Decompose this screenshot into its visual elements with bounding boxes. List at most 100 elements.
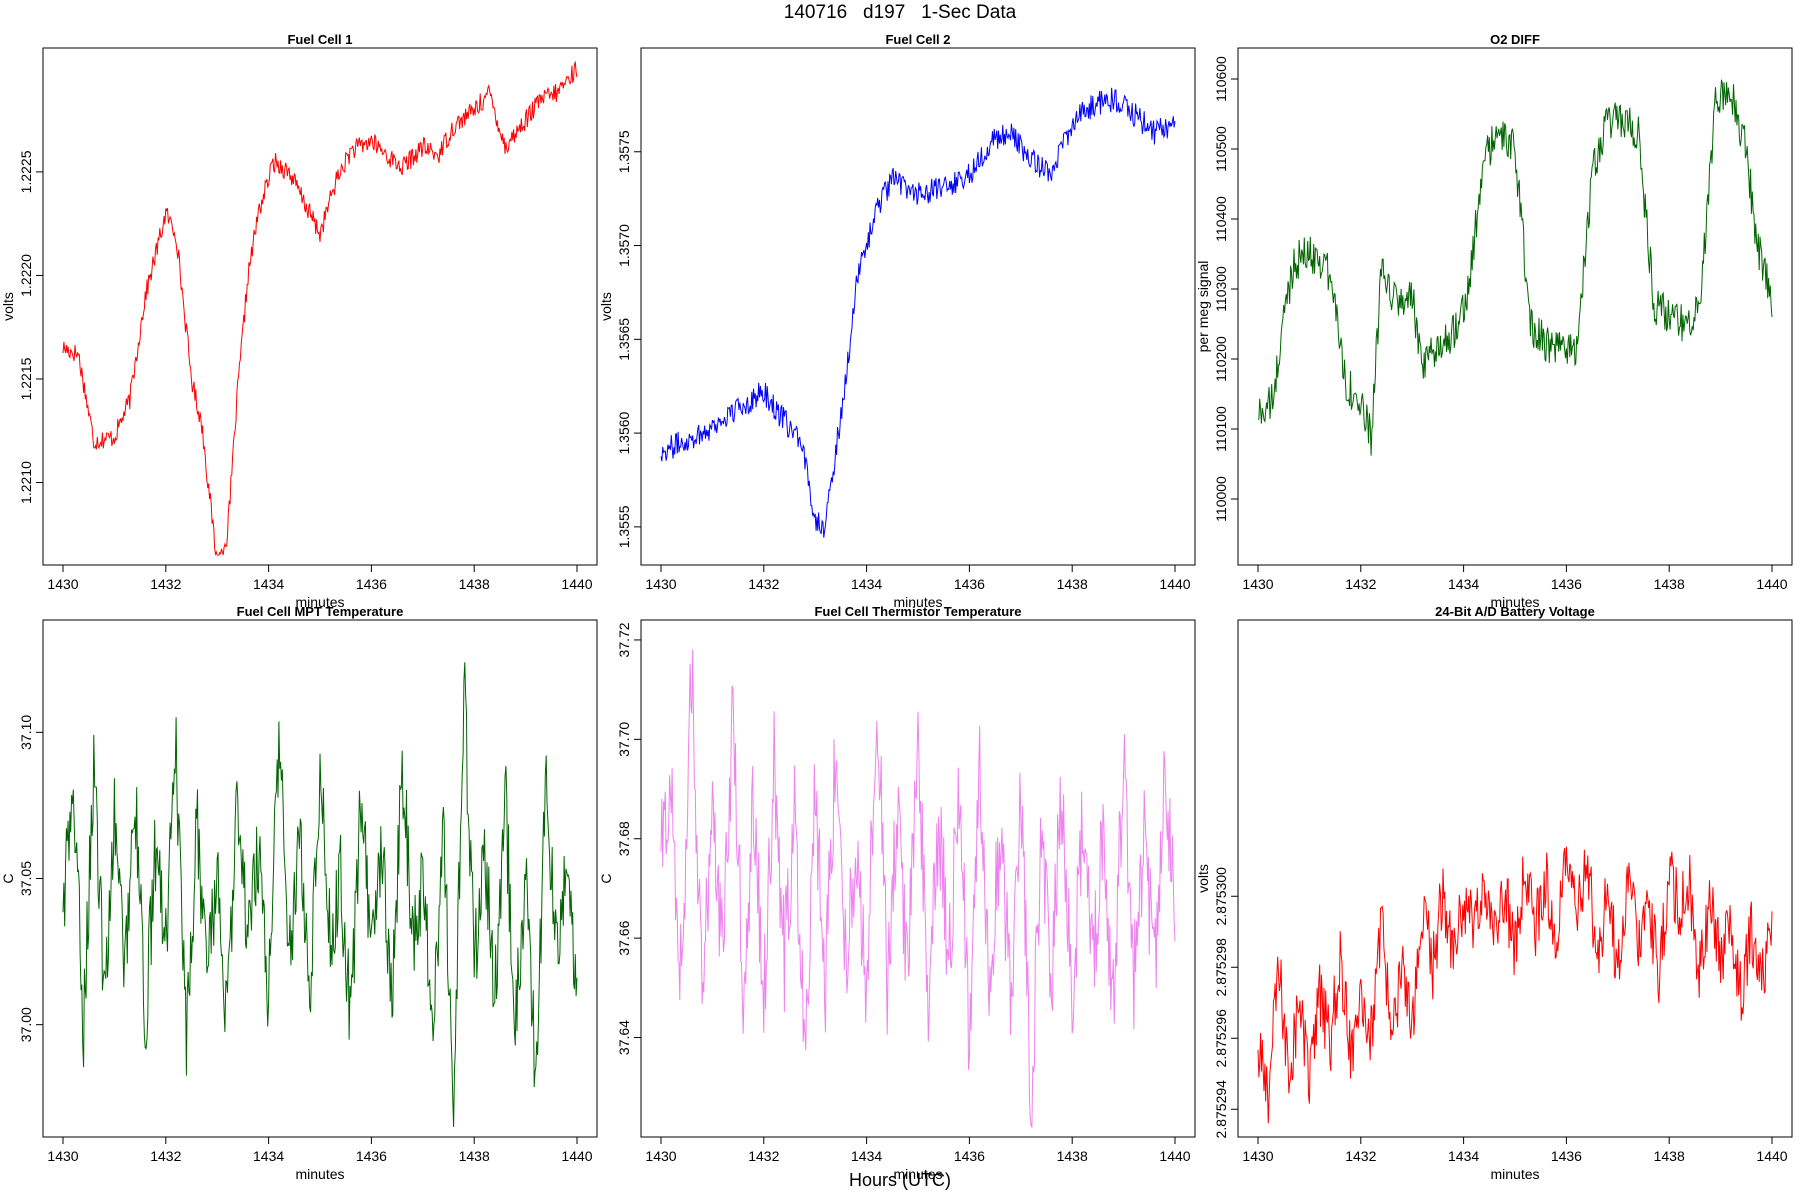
y-tick-label: 110600 xyxy=(1213,56,1229,102)
panel-title: Fuel Cell Thermistor Temperature xyxy=(814,604,1021,619)
y-tick-label: 2.875298 xyxy=(1213,938,1229,997)
x-tick-label: 1432 xyxy=(748,1148,779,1164)
panel-title: 24-Bit A/D Battery Voltage xyxy=(1435,604,1595,619)
x-tick-label: 1440 xyxy=(561,576,592,592)
x-tick-label: 1436 xyxy=(954,1148,985,1164)
y-axis-label: volts xyxy=(1195,864,1211,893)
chart-panel-4: Fuel Cell MPT Temperature 1430 1432 1434 143… xyxy=(0,604,598,1182)
x-axis-label: minutes xyxy=(1490,594,1539,610)
x-tick-label: 1440 xyxy=(561,1148,592,1164)
x-tick-label: 1438 xyxy=(1654,576,1685,592)
y-tick-label: 1.3570 xyxy=(616,224,632,267)
series-line xyxy=(1257,79,1773,456)
y-tick-label: 1.2225 xyxy=(18,150,34,193)
x-axis-label: minutes xyxy=(295,594,344,610)
x-tick-label: 1430 xyxy=(1242,1148,1273,1164)
x-tick-label: 1440 xyxy=(1159,1148,1190,1164)
x-tick-label: 1434 xyxy=(253,576,284,592)
y-tick-label: 2.875296 xyxy=(1213,1009,1229,1068)
plot-frame xyxy=(1237,47,1793,566)
x-tick-label: 1436 xyxy=(954,576,985,592)
outer-x-axis-label: Hours (UTC) xyxy=(849,1170,951,1190)
series-line xyxy=(62,662,578,1128)
y-tick-label: 37.66 xyxy=(616,920,632,955)
x-tick-label: 1434 xyxy=(1448,1148,1479,1164)
y-tick-label: 110100 xyxy=(1213,406,1229,452)
x-tick-label: 1430 xyxy=(645,576,676,592)
x-tick-label: 1440 xyxy=(1756,576,1787,592)
chart-panel-2: Fuel Cell 2 1430 1432 1434 1436 1438 1440 minut… xyxy=(598,32,1196,610)
x-tick-label: 1438 xyxy=(1057,576,1088,592)
x-tick-label: 1438 xyxy=(459,576,490,592)
x-tick-label: 1434 xyxy=(851,1148,882,1164)
y-tick-label: 1.3560 xyxy=(616,411,632,454)
x-tick-label: 1438 xyxy=(1654,1148,1685,1164)
x-tick-label: 1430 xyxy=(1242,576,1273,592)
y-tick-label: 37.00 xyxy=(18,1007,34,1042)
panel-title: O2 DIFF xyxy=(1490,32,1540,47)
chart-panel-5: Fuel Cell Thermistor Temperature 1430 1432… xyxy=(598,604,1196,1182)
y-tick-label: 1.3565 xyxy=(616,318,632,361)
x-axis-label: minutes xyxy=(295,1166,344,1182)
x-tick-label: 1436 xyxy=(356,576,387,592)
plot-frame xyxy=(640,47,1196,566)
x-tick-label: 1430 xyxy=(645,1148,676,1164)
y-tick-label: 37.10 xyxy=(18,715,34,750)
y-tick-label: 37.05 xyxy=(18,861,34,896)
x-axis-label: minutes xyxy=(893,594,942,610)
y-axis-label: volts xyxy=(598,292,614,321)
y-tick-label: 1.3575 xyxy=(616,130,632,173)
y-tick-label: 37.70 xyxy=(616,722,632,757)
y-tick-label: 1.2215 xyxy=(18,357,34,400)
x-tick-label: 1436 xyxy=(1551,576,1582,592)
series-line xyxy=(660,87,1176,538)
x-tick-label: 1432 xyxy=(748,576,779,592)
x-tick-label: 1430 xyxy=(47,576,78,592)
panel-title: Fuel Cell 1 xyxy=(287,32,352,47)
x-tick-label: 1440 xyxy=(1756,1148,1787,1164)
x-tick-label: 1434 xyxy=(1448,576,1479,592)
x-tick-label: 1434 xyxy=(253,1148,284,1164)
y-axis-label: volts xyxy=(0,292,16,321)
x-tick-label: 1430 xyxy=(47,1148,78,1164)
plot-frame xyxy=(1237,619,1793,1138)
x-tick-label: 1436 xyxy=(1551,1148,1582,1164)
chart-panel-3: O2 DIFF 1430 1432 1434 1436 1438 1440 minutes 11… xyxy=(1195,32,1793,610)
x-tick-label: 1438 xyxy=(459,1148,490,1164)
panel-title: Fuel Cell 2 xyxy=(885,32,950,47)
y-tick-label: 37.64 xyxy=(616,1020,632,1055)
x-tick-label: 1440 xyxy=(1159,576,1190,592)
x-tick-label: 1438 xyxy=(1057,1148,1088,1164)
plot-frame xyxy=(42,47,598,566)
x-axis-label: minutes xyxy=(1490,1166,1539,1182)
x-tick-label: 1434 xyxy=(851,576,882,592)
y-tick-label: 37.72 xyxy=(616,622,632,657)
x-tick-label: 1432 xyxy=(1345,1148,1376,1164)
y-tick-label: 37.68 xyxy=(616,821,632,856)
y-tick-label: 110500 xyxy=(1213,126,1229,172)
plot-frame xyxy=(42,619,598,1138)
y-tick-label: 2.875294 xyxy=(1213,1080,1229,1139)
x-tick-label: 1432 xyxy=(150,576,181,592)
chart-panel-6: 24-Bit A/D Battery Voltage 1430 1432 1434 14… xyxy=(1195,604,1793,1182)
series-line xyxy=(660,649,1176,1129)
y-tick-label: 110200 xyxy=(1213,336,1229,382)
chart-panel-1: Fuel Cell 1 1430 1432 1434 1436 1438 1440 minut… xyxy=(0,32,598,610)
y-tick-label: 110000 xyxy=(1213,476,1229,522)
y-axis-label: per meg signal xyxy=(1195,261,1211,353)
y-tick-label: 1.3555 xyxy=(616,505,632,548)
page-title: 140716 d197 1-Sec Data xyxy=(783,2,1017,23)
y-tick-label: 1.2210 xyxy=(18,461,34,504)
x-tick-label: 1432 xyxy=(150,1148,181,1164)
x-tick-label: 1436 xyxy=(356,1148,387,1164)
series-line xyxy=(1257,846,1773,1124)
x-axis-label: minutes xyxy=(893,1166,942,1182)
y-tick-label: 110400 xyxy=(1213,196,1229,242)
series-line xyxy=(62,60,578,556)
panel-title: Fuel Cell MPT Temperature xyxy=(237,604,404,619)
x-tick-label: 1432 xyxy=(1345,576,1376,592)
plot-frame xyxy=(640,619,1196,1138)
y-tick-label: 2.875300 xyxy=(1213,867,1229,926)
y-tick-label: 1.2220 xyxy=(18,254,34,297)
